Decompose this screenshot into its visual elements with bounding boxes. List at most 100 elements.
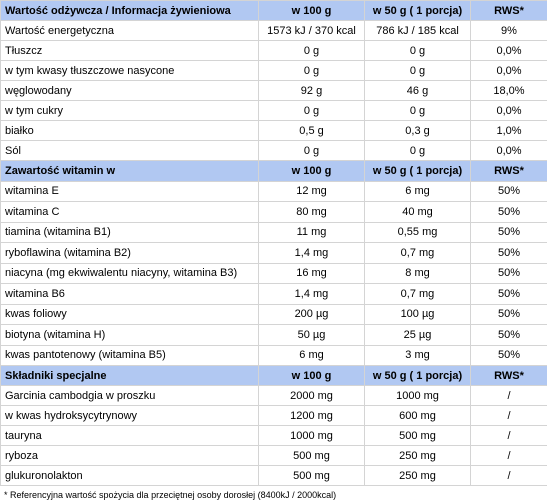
cell: 0,0% bbox=[470, 100, 547, 121]
footnote: * Referencyjna wartość spożycia dla prze… bbox=[4, 490, 337, 500]
cell: 1573 kJ / 370 kcal bbox=[258, 20, 365, 41]
data-row: węglowodany 92 g 46 g 18,0% bbox=[0, 80, 547, 101]
nutrition-table: Wartość odżywcza / Informacja żywieniowa… bbox=[0, 0, 547, 486]
header-cell: w 50 g ( 1 porcja) bbox=[364, 365, 471, 386]
data-row: ryboza 500 mg 250 mg / bbox=[0, 445, 547, 466]
cell: węglowodany bbox=[0, 80, 259, 101]
data-row: tiamina (witamina B1) 11 mg 0,55 mg 50% bbox=[0, 221, 547, 243]
cell: 0 g bbox=[364, 100, 471, 121]
cell: 0,3 g bbox=[364, 120, 471, 141]
cell: 1200 mg bbox=[258, 405, 365, 426]
header-cell: Składniki specjalne bbox=[0, 365, 259, 386]
header-row: Wartość odżywcza / Informacja żywieniowa… bbox=[0, 0, 547, 21]
cell: 50% bbox=[470, 324, 547, 346]
cell: 0 g bbox=[364, 140, 471, 161]
cell: 6 mg bbox=[258, 344, 365, 366]
cell: glukuronolakton bbox=[0, 465, 259, 486]
cell: 0 g bbox=[258, 40, 365, 61]
cell: / bbox=[470, 405, 547, 426]
cell: 50% bbox=[470, 303, 547, 325]
cell: witamina E bbox=[0, 180, 259, 202]
cell: 50% bbox=[470, 283, 547, 305]
cell: niacyna (mg ekwiwalentu niacyny, witamin… bbox=[0, 262, 259, 284]
cell: ryboflawina (witamina B2) bbox=[0, 242, 259, 264]
data-row: witamina B6 1,4 mg 0,7 mg 50% bbox=[0, 283, 547, 305]
header-cell: w 100 g bbox=[258, 160, 365, 182]
header-cell: RWS* bbox=[470, 160, 547, 182]
cell: tauryna bbox=[0, 425, 259, 446]
cell: / bbox=[470, 445, 547, 466]
cell: 1000 mg bbox=[364, 385, 471, 406]
cell: 250 mg bbox=[364, 445, 471, 466]
data-row: witamina C 80 mg 40 mg 50% bbox=[0, 201, 547, 223]
cell: 0,0% bbox=[470, 140, 547, 161]
data-row: kwas pantotenowy (witamina B5) 6 mg 3 mg 50… bbox=[0, 344, 547, 366]
data-row: Garcinia cambodgia w proszku 2000 mg 1000 … bbox=[0, 385, 547, 406]
cell: białko bbox=[0, 120, 259, 141]
cell: 40 mg bbox=[364, 201, 471, 223]
cell: 0,0% bbox=[470, 40, 547, 61]
cell: / bbox=[470, 465, 547, 486]
cell: / bbox=[470, 425, 547, 446]
cell: 2000 mg bbox=[258, 385, 365, 406]
cell: kwas pantotenowy (witamina B5) bbox=[0, 344, 259, 366]
cell: 0,55 mg bbox=[364, 221, 471, 243]
cell: 0 g bbox=[364, 60, 471, 81]
cell: 0,0% bbox=[470, 60, 547, 81]
cell: 50 µg bbox=[258, 324, 365, 346]
cell: 500 mg bbox=[258, 465, 365, 486]
cell: 25 µg bbox=[364, 324, 471, 346]
header-cell: Zawartość witamin w bbox=[0, 160, 259, 182]
cell: 0,5 g bbox=[258, 120, 365, 141]
cell: biotyna (witamina H) bbox=[0, 324, 259, 346]
cell: 1,0% bbox=[470, 120, 547, 141]
cell: 250 mg bbox=[364, 465, 471, 486]
cell: 0 g bbox=[258, 140, 365, 161]
data-row: glukuronolakton 500 mg 250 mg / bbox=[0, 465, 547, 486]
cell: 1000 mg bbox=[258, 425, 365, 446]
cell: 9% bbox=[470, 20, 547, 41]
cell: 12 mg bbox=[258, 180, 365, 202]
cell: w tym kwasy tłuszczowe nasycone bbox=[0, 60, 259, 81]
data-row: kwas foliowy 200 µg 100 µg 50% bbox=[0, 303, 547, 325]
cell: 200 µg bbox=[258, 303, 365, 325]
cell: 50% bbox=[470, 201, 547, 223]
cell: 50% bbox=[470, 344, 547, 366]
cell: 0 g bbox=[258, 100, 365, 121]
cell: Sól bbox=[0, 140, 259, 161]
header-cell: RWS* bbox=[470, 365, 547, 386]
cell: 0,7 mg bbox=[364, 283, 471, 305]
cell: kwas foliowy bbox=[0, 303, 259, 325]
cell: 100 µg bbox=[364, 303, 471, 325]
cell: 80 mg bbox=[258, 201, 365, 223]
cell: w tym cukry bbox=[0, 100, 259, 121]
data-row: białko 0,5 g 0,3 g 1,0% bbox=[0, 120, 547, 141]
header-cell: Wartość odżywcza / Informacja żywieniowa bbox=[0, 0, 259, 21]
cell: 786 kJ / 185 kcal bbox=[364, 20, 471, 41]
cell: 50% bbox=[470, 242, 547, 264]
data-row: ryboflawina (witamina B2) 1,4 mg 0,7 mg 50% bbox=[0, 242, 547, 264]
data-row: witamina E 12 mg 6 mg 50% bbox=[0, 180, 547, 202]
cell: 46 g bbox=[364, 80, 471, 101]
header-cell: w 100 g bbox=[258, 0, 365, 21]
data-row: tauryna 1000 mg 500 mg / bbox=[0, 425, 547, 446]
cell: w kwas hydroksycytrynowy bbox=[0, 405, 259, 426]
cell: Garcinia cambodgia w proszku bbox=[0, 385, 259, 406]
data-row: Wartość energetyczna 1573 kJ / 370 kcal 78… bbox=[0, 20, 547, 41]
table-body: Wartość odżywcza / Informacja żywieniowa… bbox=[0, 0, 547, 486]
cell: 500 mg bbox=[258, 445, 365, 466]
cell: 6 mg bbox=[364, 180, 471, 202]
cell: 50% bbox=[470, 262, 547, 284]
cell: 1,4 mg bbox=[258, 283, 365, 305]
cell: 0 g bbox=[258, 60, 365, 81]
cell: 0,7 mg bbox=[364, 242, 471, 264]
cell: tiamina (witamina B1) bbox=[0, 221, 259, 243]
header-cell: w 100 g bbox=[258, 365, 365, 386]
